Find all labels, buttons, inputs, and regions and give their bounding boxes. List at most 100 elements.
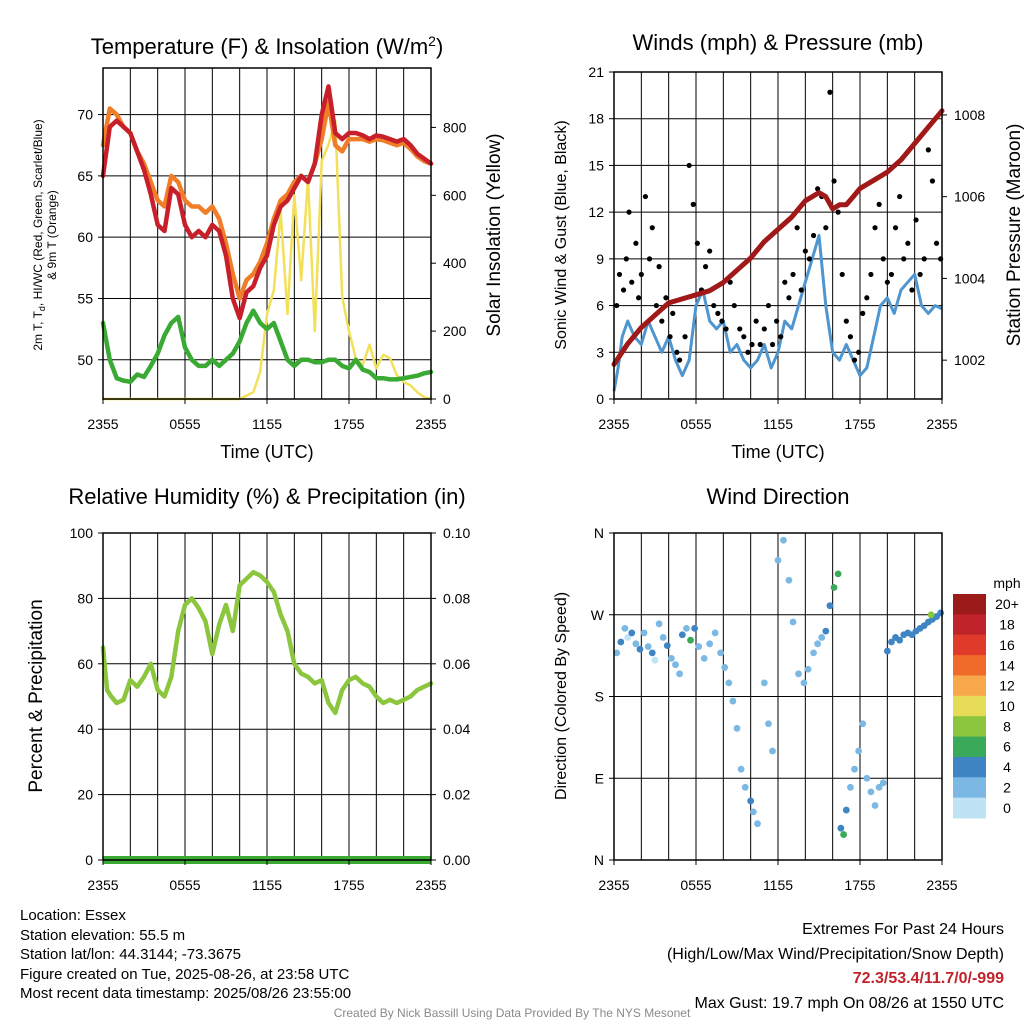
extremes-block: Extremes For Past 24 Hours (High/Low/Max…	[667, 918, 1004, 1016]
direction-point	[863, 774, 871, 782]
x-tick-label: 0555	[680, 416, 711, 432]
colorbar-label: 14	[999, 657, 1015, 673]
gust-point	[707, 248, 713, 254]
gust-point	[757, 341, 763, 348]
x-tick-label: 2355	[415, 416, 446, 432]
y2-tick-label: 0.02	[443, 787, 470, 803]
gust-point	[774, 318, 780, 324]
direction-point	[859, 720, 867, 728]
x-tick-label: 1755	[333, 877, 364, 893]
x-tick-label: 1155	[763, 877, 793, 893]
direction-point	[678, 631, 686, 639]
gust-point	[761, 326, 767, 332]
direction-point	[780, 536, 787, 544]
gust-point	[913, 217, 919, 223]
direction-point	[855, 747, 863, 755]
gust-point	[649, 225, 655, 231]
direction-point	[640, 629, 648, 637]
y-tick-label: 100	[70, 525, 94, 541]
dewpoint-line	[100, 308, 434, 385]
temperature-ticks: 2355 0555 1155 1755 2355 50 55 60 65 70 0 200 400 600…	[77, 107, 466, 432]
direction-point	[883, 647, 891, 655]
y-tick-label: 0	[85, 852, 93, 868]
direction-point	[818, 634, 826, 641]
gust-point	[798, 287, 804, 293]
direction-point	[851, 765, 858, 773]
gust-point	[656, 264, 662, 270]
recent-timestamp: Most recent data timestamp: 2025/08/26 2…	[20, 985, 352, 1003]
x-tick-label: 1155	[252, 416, 282, 432]
x-tick-label: 2355	[926, 416, 957, 432]
gust-point	[864, 295, 870, 301]
direction-point	[760, 679, 768, 687]
gust-point	[633, 240, 639, 246]
gust-point	[831, 178, 837, 184]
x-tick-label: 1755	[333, 416, 364, 432]
y-tick-label: 12	[588, 204, 604, 220]
gust-point	[823, 225, 829, 231]
direction-point	[937, 609, 945, 617]
colorbar-swatch	[953, 614, 986, 636]
gust-point	[636, 295, 642, 301]
direction-point	[672, 661, 679, 669]
y2-tick-label: 600	[443, 187, 467, 203]
y2-tick-label: 0.04	[443, 721, 470, 737]
y2-tick-label: 0.00	[443, 852, 470, 868]
gust-point	[753, 318, 759, 324]
gust-point	[827, 89, 833, 95]
y2-tick-label: 1008	[954, 107, 985, 123]
x-tick-label: 1755	[844, 416, 875, 432]
y-tick-label: 65	[77, 168, 93, 184]
direction-point	[765, 720, 772, 728]
direction-point	[842, 806, 850, 814]
gust-point	[682, 334, 688, 340]
direction-point	[800, 679, 808, 687]
direction-point	[617, 638, 625, 646]
y2-tick-label: 1004	[954, 270, 985, 286]
y-tick-label: 9	[596, 251, 604, 267]
direction-point	[676, 670, 683, 678]
gust-point	[723, 326, 729, 332]
temperature-grid	[103, 68, 431, 399]
gust-point	[642, 193, 649, 200]
x-tick-label: 2355	[598, 416, 629, 432]
gust-point	[888, 271, 895, 278]
gust-point	[778, 334, 784, 340]
colorbar-label: 4	[1003, 759, 1011, 775]
wind-line	[612, 234, 943, 392]
temperature-ylabel-line2: & 9m T (Orange)	[45, 190, 59, 280]
gust-point	[677, 357, 683, 363]
gust-point	[847, 334, 854, 340]
gust-point	[715, 310, 721, 316]
direction-point	[717, 649, 724, 657]
gust-point	[737, 326, 743, 332]
y-tick-label: 80	[77, 590, 93, 606]
colorbar-swatch	[953, 777, 986, 799]
gust-point	[835, 209, 841, 215]
direction-point	[804, 665, 812, 673]
temperature-ylabel-line1: 2m T, Td, HI/WC (Red, Green, Scarlet/Blu…	[31, 119, 47, 350]
gust-point	[623, 256, 629, 262]
gust-point	[921, 256, 927, 262]
direction-point	[888, 638, 895, 646]
y-tick-label: S	[595, 689, 604, 705]
gust-point	[745, 349, 751, 355]
colorbar-label: 20+	[995, 596, 1019, 612]
y-tick-label: 60	[77, 656, 93, 672]
y2-tick-label: 800	[443, 119, 467, 135]
winds-panel: Winds (mph) & Pressure (mb) 2355 0555 1155…	[553, 30, 1024, 462]
colorbar-swatch	[953, 756, 986, 778]
gust-point	[711, 302, 717, 309]
y2-tick-label: 0	[443, 391, 451, 407]
direction-point	[725, 679, 733, 687]
gust-point	[702, 264, 709, 270]
station-elevation: Station elevation: 55.5 m	[20, 926, 186, 944]
direction-point	[837, 824, 845, 832]
humidity-ticks: 2355 0555 1155 1755 2355 0 20 40 60 80 100 0.00 0.02…	[70, 525, 471, 893]
gust-point	[749, 341, 755, 348]
temperature-title: Temperature (F) & Insolation (W/m2)	[91, 33, 444, 59]
humidity-ylabel: Percent & Precipitation	[26, 599, 47, 792]
x-tick-label: 2355	[87, 877, 118, 893]
direction-point	[737, 765, 745, 773]
